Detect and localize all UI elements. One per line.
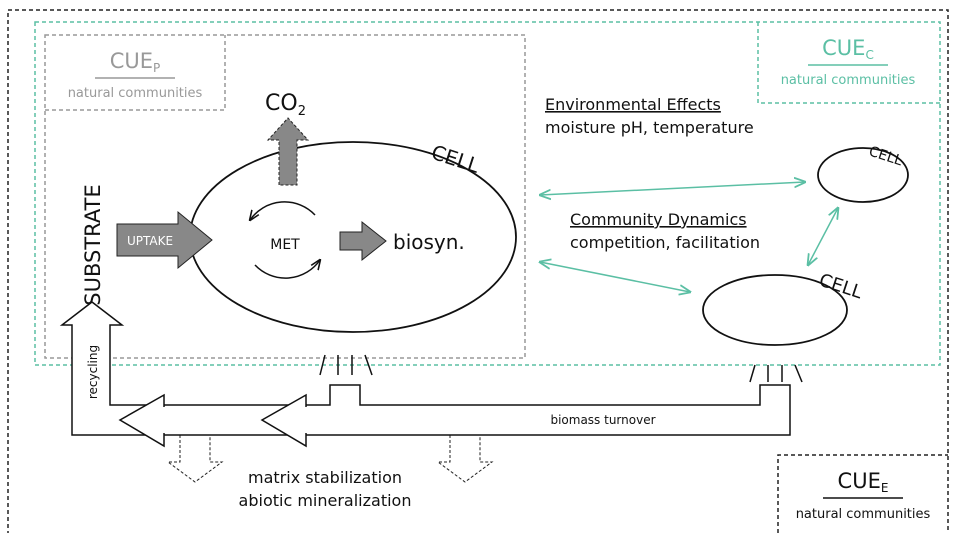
biosyn: biosyn.	[393, 230, 465, 254]
cue-e-box	[777, 454, 948, 533]
flow-arrowhead	[118, 393, 165, 448]
community-box	[34, 21, 941, 366]
cell-label: CELL	[816, 270, 864, 304]
cue-p-box	[45, 35, 226, 111]
flow-arrowhead	[260, 393, 307, 448]
comm-title: Community Dynamics	[570, 210, 747, 229]
cell	[817, 147, 909, 203]
cell-label: CELL	[428, 140, 483, 178]
met-cycle	[250, 201, 316, 220]
cue-c-box	[757, 22, 940, 104]
met: MET	[270, 237, 300, 253]
cue-e: CUEE	[838, 469, 889, 495]
outer-box	[7, 9, 949, 533]
drop-arrow	[166, 435, 224, 483]
biomass-turnover: biomass turnover	[550, 413, 655, 427]
met-cycle	[254, 260, 320, 279]
co2: CO2	[265, 91, 306, 119]
interaction-arrow	[540, 182, 805, 195]
cue-c-caption: natural communities	[781, 73, 916, 88]
cue-e-caption: natural communities	[796, 507, 931, 522]
env-title: Environmental Effects	[545, 95, 721, 114]
cell-box	[44, 34, 526, 359]
env-text: moisture pH, temperature	[545, 118, 754, 137]
cue-p-caption: natural communities	[68, 86, 203, 101]
interaction-arrow	[808, 208, 838, 265]
cue-c: CUEC	[822, 36, 874, 62]
interaction-arrow	[540, 262, 690, 292]
uptake: UPTAKE	[127, 234, 173, 248]
sink: abiotic mineralization	[239, 491, 412, 510]
co2-arrow	[266, 117, 310, 186]
uptake-arrow	[116, 210, 213, 270]
cue-p: CUEP	[110, 49, 161, 75]
cell	[702, 274, 848, 346]
comm-text: competition, facilitation	[570, 233, 760, 252]
substrate: SUBSTRATE	[81, 184, 105, 305]
drop-arrow	[436, 435, 494, 483]
biosyn-arrow	[339, 220, 387, 262]
sink: matrix stabilization	[248, 468, 402, 487]
cell-label: CELL	[867, 144, 905, 170]
cell-lysis	[319, 354, 803, 383]
recycling: recycling	[86, 345, 100, 399]
